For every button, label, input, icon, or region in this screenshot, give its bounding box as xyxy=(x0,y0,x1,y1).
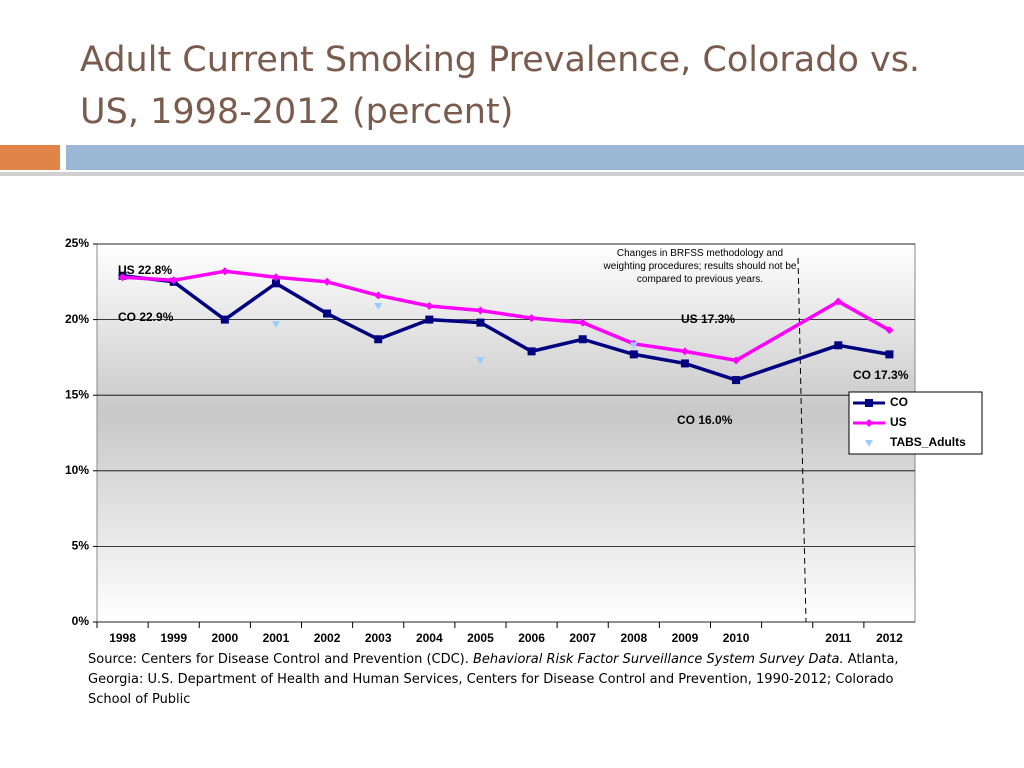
point xyxy=(425,301,434,310)
point xyxy=(578,335,587,344)
point xyxy=(680,359,689,368)
x-tick-label: 2001 xyxy=(263,631,290,645)
point xyxy=(732,356,741,365)
point xyxy=(885,350,894,359)
point xyxy=(476,306,485,315)
legend-marker xyxy=(865,419,873,427)
x-tick-label: 1998 xyxy=(109,631,136,645)
annotation: US 22.8% xyxy=(118,263,172,277)
point xyxy=(834,297,843,306)
series-line xyxy=(838,343,890,357)
slide-title: Adult Current Smoking Prevalence, Colora… xyxy=(80,40,921,132)
point xyxy=(629,350,638,359)
x-tick-label: 1999 xyxy=(160,631,187,645)
x-tick-label: 2005 xyxy=(467,631,494,645)
point xyxy=(425,315,434,324)
x-tick-label: 2010 xyxy=(723,631,750,645)
point xyxy=(271,273,280,282)
legend-marker xyxy=(865,440,873,447)
annotation: CO 16.0% xyxy=(677,413,733,427)
point xyxy=(374,291,383,300)
x-tick-label: 2007 xyxy=(569,631,596,645)
x-tick-label: 2000 xyxy=(211,631,238,645)
point xyxy=(629,342,638,350)
x-tick-label: 2002 xyxy=(314,631,341,645)
point xyxy=(476,357,485,365)
x-tick-label: 2011 xyxy=(825,631,851,645)
point xyxy=(732,376,741,385)
point xyxy=(680,347,689,356)
point xyxy=(578,318,587,327)
x-tick-label: 2009 xyxy=(672,631,699,645)
point xyxy=(323,277,332,286)
plot-area xyxy=(96,243,916,623)
point xyxy=(374,335,383,344)
y-tick-label: 15% xyxy=(65,387,89,401)
y-tick-label: 25% xyxy=(65,236,89,250)
annotation: CO 17.3% xyxy=(853,368,909,382)
annotation: CO 22.9% xyxy=(118,310,174,324)
point xyxy=(118,273,127,282)
point xyxy=(220,315,229,324)
point xyxy=(374,302,383,310)
point xyxy=(527,347,536,356)
point xyxy=(527,314,536,323)
source-italic: Behavioral Risk Factor Surveillance Syst… xyxy=(473,652,844,667)
x-tick-label: 2012 xyxy=(876,631,903,645)
x-tick-label: 2006 xyxy=(518,631,545,645)
series-line xyxy=(837,299,891,332)
x-tick-label: 2008 xyxy=(620,631,647,645)
header-shadow xyxy=(0,172,1024,176)
annotation-note: Changes in BRFSS methodology and weighti… xyxy=(603,248,797,285)
y-tick-label: 20% xyxy=(65,312,89,326)
accent-bar xyxy=(0,145,60,170)
point xyxy=(220,267,229,276)
point xyxy=(169,276,178,285)
y-tick-label: 5% xyxy=(72,539,90,553)
legend-marker xyxy=(865,399,873,407)
legend-label: TABS_Adults xyxy=(890,435,966,449)
x-tick-label: 2003 xyxy=(365,631,392,645)
point xyxy=(834,341,843,350)
legend-label: US xyxy=(890,415,907,429)
point xyxy=(885,326,894,335)
header-bar xyxy=(66,145,1024,170)
gap-connector xyxy=(735,343,839,382)
source-text: Source: Centers for Disease Control and … xyxy=(88,652,474,667)
legend-label: CO xyxy=(890,395,908,409)
point xyxy=(271,321,280,329)
annotation: US 17.3% xyxy=(681,312,735,326)
source: Source: Centers for Disease Control and … xyxy=(88,650,938,710)
point xyxy=(323,309,332,318)
point xyxy=(271,279,280,288)
methodology-divider xyxy=(797,257,807,623)
y-tick-label: 0% xyxy=(72,614,90,628)
x-tick-label: 2004 xyxy=(416,631,443,645)
y-tick-label: 10% xyxy=(65,463,89,477)
source-text: Atlanta, Georgia: U.S. Department of Hea… xyxy=(88,652,899,707)
point xyxy=(476,318,485,327)
gap-connector xyxy=(735,299,840,362)
